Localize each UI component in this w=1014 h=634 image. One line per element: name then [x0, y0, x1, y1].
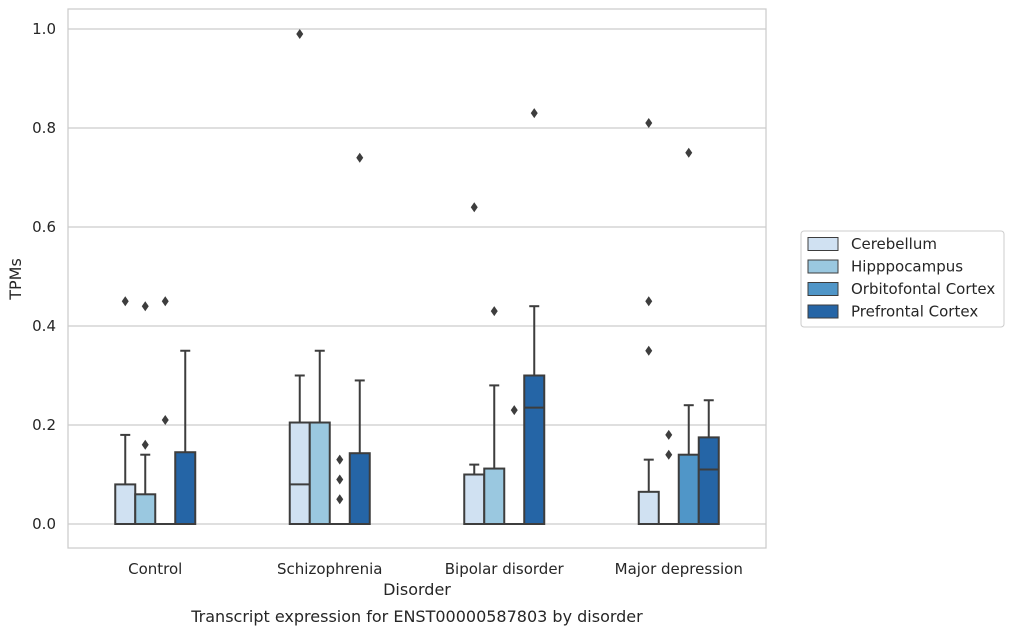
outlier-point: [645, 118, 653, 129]
outlier-point: [645, 296, 653, 307]
box-iqr: [348, 452, 371, 525]
box-iqr: [288, 421, 311, 525]
outlier-point: [665, 449, 673, 460]
box-plot-box: [523, 108, 546, 525]
outlier-point: [530, 108, 538, 119]
legend: Cerebellum Hipppocampus Orbitofontal Corte…: [800, 230, 1005, 328]
box-plot-box: [697, 399, 720, 525]
series-orbitofontal-cortex: [155, 147, 700, 526]
legend-label: Hipppocampus: [851, 258, 963, 276]
box-plot-box: [637, 118, 660, 526]
outlier-point: [336, 494, 344, 505]
box-plot-box: [677, 147, 700, 526]
x-tick-label: Bipolar disorder: [445, 560, 565, 578]
chart-caption: Transcript expression for ENST0000058780…: [190, 607, 643, 626]
outlier-point: [296, 28, 304, 39]
x-tick-label: Control: [128, 560, 182, 578]
outlier-point: [490, 306, 498, 317]
box-plot-box: [134, 301, 157, 525]
box-plot-box: [114, 296, 137, 525]
box-plot-box: [174, 349, 197, 526]
series-cerebellum: [114, 28, 660, 526]
box-iqr: [697, 436, 720, 525]
box-plot-box: [348, 152, 371, 525]
x-tick-label: Major depression: [615, 560, 743, 578]
outlier-point: [510, 405, 518, 416]
y-axis-ticks: 0.0 0.2 0.4 0.6 0.8 1.0: [32, 20, 56, 533]
box-iqr: [677, 453, 700, 526]
outlier-point: [141, 301, 149, 312]
legend-label: Orbitofontal Cortex: [851, 280, 995, 298]
outlier-point: [161, 415, 169, 426]
y-axis-title: TPMs: [6, 258, 25, 301]
legend-swatch: [807, 259, 839, 274]
outlier-point: [161, 296, 169, 307]
gridlines: [68, 28, 766, 525]
y-tick-label: 0.8: [32, 119, 56, 137]
plot-area-frame: [67, 8, 767, 549]
series-hipppocampus: [134, 301, 679, 525]
legend-swatch: [807, 304, 839, 319]
box-plot-box: [155, 296, 176, 525]
box-iqr: [134, 493, 157, 525]
box-plot-box: [308, 349, 331, 525]
box-plot-box: [463, 202, 486, 525]
legend-frame: [800, 230, 1005, 328]
box-plot-box: [329, 454, 350, 525]
legend-label: Cerebellum: [851, 235, 937, 253]
box-iqr: [483, 467, 506, 525]
outlier-point: [685, 147, 693, 158]
legend-swatch: [807, 237, 839, 251]
box-plot-box: [658, 429, 679, 525]
outlier-point: [665, 429, 673, 440]
box-plot-box: [483, 306, 506, 525]
y-tick-label: 0.2: [32, 416, 56, 434]
box-plot-box: [288, 28, 311, 525]
y-tick-label: 0.4: [32, 317, 56, 335]
box-iqr: [308, 421, 331, 525]
legend-label: Prefrontal Cortex: [851, 303, 978, 321]
outlier-point: [645, 345, 653, 356]
outlier-point: [336, 474, 344, 485]
box-iqr: [463, 473, 486, 525]
y-tick-label: 1.0: [32, 20, 56, 38]
outlier-point: [336, 454, 344, 465]
box-plot-series: [114, 28, 720, 526]
series-prefrontal-cortex: [174, 108, 720, 526]
box-plot-box: [504, 405, 525, 525]
box-iqr: [174, 451, 197, 526]
x-axis-ticks: Control Schizophrenia Bipolar disorder Majo…: [128, 560, 743, 578]
outlier-point: [141, 439, 149, 450]
box-iqr: [523, 374, 546, 525]
box-iqr: [114, 483, 137, 525]
outlier-point: [356, 152, 364, 163]
y-tick-label: 0.6: [32, 218, 56, 236]
outlier-point: [470, 202, 478, 213]
x-axis-title: Disorder: [383, 580, 451, 599]
box-iqr: [637, 490, 660, 526]
outlier-point: [121, 296, 129, 307]
x-tick-label: Schizophrenia: [277, 560, 382, 578]
y-tick-label: 0.0: [32, 515, 56, 533]
legend-swatch: [807, 282, 839, 296]
